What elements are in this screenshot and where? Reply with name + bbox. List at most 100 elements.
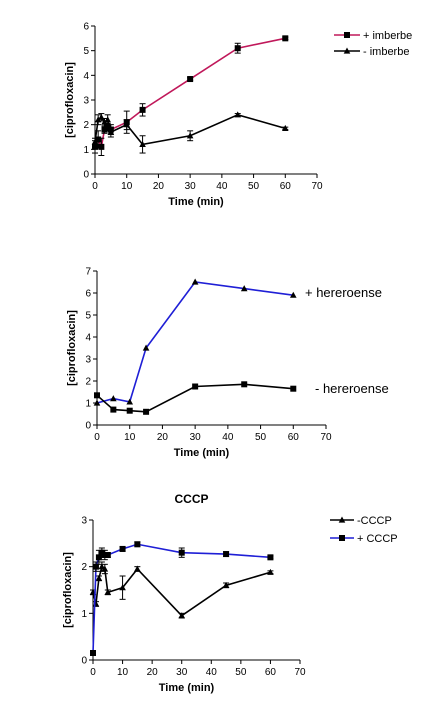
y-tick-label: 0 [83,170,89,181]
data-point [178,612,186,619]
data-point [119,584,126,591]
data-point [187,76,194,83]
data-point [281,124,289,131]
legend-label: + hereroense [305,285,382,300]
legend-label: + imberbe [363,30,412,42]
data-point [104,588,112,595]
y-tick-label: 7 [85,267,91,278]
data-point [104,552,111,558]
data-point [222,581,230,588]
x-tick-label: 40 [206,667,218,678]
x-tick-label: 50 [235,667,247,678]
data-point [104,116,111,123]
data-point [282,35,289,42]
data-point [104,124,111,131]
y-tick-label: 6 [83,22,89,33]
series-hereroense [94,381,297,415]
x-tick-label: 0 [92,181,98,192]
x-tick-label: 10 [124,432,136,443]
data-point [142,344,150,351]
y-axis-label: [ciprofloxacin] [64,62,76,138]
data-point [191,278,199,285]
legend-label: -CCCP [357,515,392,527]
data-point [92,563,99,570]
y-tick-label: 4 [83,71,89,82]
x-axis-label: Time (min) [174,447,230,459]
y-axis-label: [ciprofloxacin] [62,552,74,628]
data-point [134,541,141,548]
legend-marker [343,47,351,54]
y-axis-label: [ciprofloxacin] [66,310,78,386]
data-point [240,285,248,292]
chart-title: CCCP [174,492,208,506]
data-point [267,568,274,575]
legend-label: - imberbe [363,46,409,58]
x-tick-label: 30 [190,432,202,443]
legend-marker [338,516,346,523]
series-hereroense [93,278,297,406]
data-point [92,143,98,150]
series-line [92,565,271,617]
data-point [267,554,274,561]
legend-label: + CCCP [357,533,398,545]
y-tick-label: 0 [85,421,91,432]
y-tick-label: 1 [83,145,89,156]
y-tick-label: 3 [85,355,91,366]
data-point [143,408,150,415]
series-line [92,543,271,654]
data-point [139,140,146,147]
data-point [290,385,297,392]
x-tick-label: 0 [90,667,96,678]
x-tick-label: 60 [265,667,277,678]
x-tick-label: 20 [153,181,165,192]
x-tick-label: 70 [311,181,323,192]
x-tick-label: 50 [248,181,260,192]
x-tick-label: 70 [294,667,306,678]
x-axis-label: Time (min) [159,682,215,694]
data-point [110,406,117,413]
series-cccp [90,541,274,656]
x-tick-label: 0 [94,432,100,443]
data-point [107,128,115,135]
data-point [123,121,131,128]
data-point [101,118,108,125]
data-point [234,45,241,52]
data-point [192,383,199,390]
data-point [178,549,185,556]
data-point [289,291,297,298]
data-point [91,138,99,145]
data-point [101,565,109,572]
y-tick-label: 2 [83,120,89,131]
x-tick-label: 10 [121,181,133,192]
y-tick-label: 3 [81,516,87,527]
data-point [101,126,108,133]
x-tick-label: 40 [222,432,234,443]
legend-marker [344,32,350,38]
data-point [95,574,103,581]
x-tick-label: 40 [216,181,228,192]
x-tick-label: 60 [288,432,300,443]
data-point [223,551,230,558]
data-point [126,398,134,405]
y-tick-label: 2 [85,377,91,388]
y-tick-label: 5 [83,46,89,57]
y-tick-label: 6 [85,289,91,300]
y-tick-label: 4 [85,333,91,344]
data-point [98,143,105,150]
x-tick-label: 20 [147,667,159,678]
data-point [126,407,133,414]
legend-label: - hereroense [315,381,389,396]
data-point [139,106,146,113]
data-point [241,381,248,388]
y-tick-label: 2 [81,562,87,573]
data-point [110,395,117,402]
data-point [95,136,102,143]
y-tick-label: 5 [85,311,91,322]
data-point [90,650,96,656]
x-tick-label: 20 [157,432,169,443]
x-tick-label: 30 [176,667,188,678]
x-tick-label: 30 [185,181,197,192]
